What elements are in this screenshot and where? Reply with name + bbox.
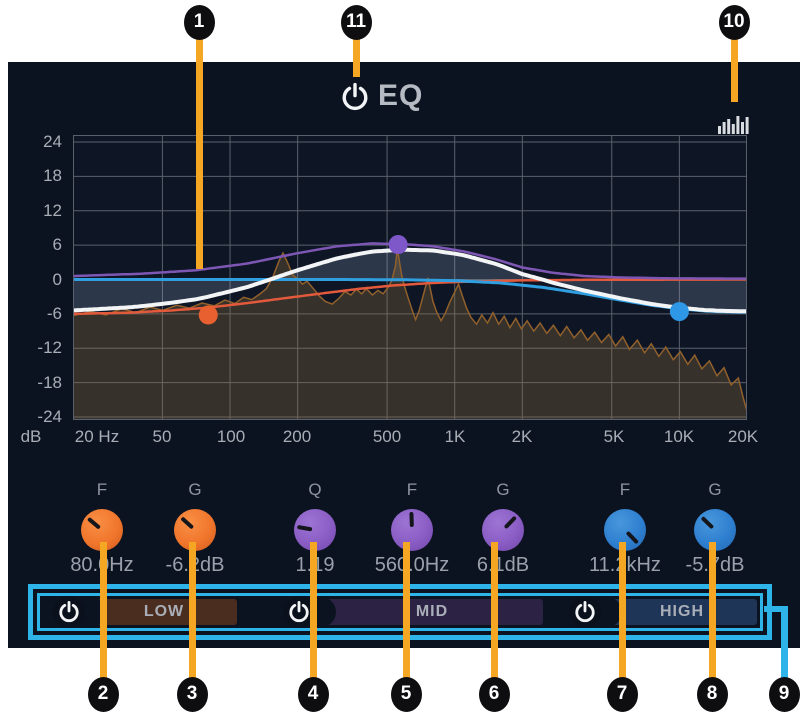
knob-pointer	[625, 530, 639, 545]
x-tick-label: 200	[282, 427, 312, 446]
power-icon	[342, 82, 368, 110]
y-tick-label: -24	[37, 407, 62, 427]
page-title: EQ	[378, 79, 424, 112]
low-shelf-band-curve	[72, 278, 747, 316]
low-band-handle[interactable]	[198, 305, 218, 325]
callout-2: 2	[87, 676, 119, 712]
callout-9: 9	[768, 676, 800, 712]
spectrum-curve	[72, 248, 748, 412]
y-tick-label: 24	[43, 131, 62, 151]
knob-label-mid-g: G	[496, 480, 510, 499]
callout-line	[309, 542, 317, 678]
callout-line	[188, 542, 196, 678]
power-icon	[59, 601, 79, 623]
y-tick-label: -12	[37, 338, 62, 358]
knob-label-high-f: F	[619, 480, 631, 499]
callout-10: 10	[718, 4, 750, 40]
knob-label-low-f: F	[96, 480, 108, 499]
high-band-select-button[interactable]: HIGH	[607, 599, 757, 625]
y-tick-label: -18	[37, 372, 62, 392]
power-icon	[575, 601, 595, 623]
spectrum-fill	[73, 248, 747, 420]
mid-band-g-knob[interactable]	[482, 509, 524, 551]
callout-1: 1	[183, 4, 215, 40]
callout-4: 4	[297, 676, 329, 712]
x-tick-label: 500	[372, 427, 402, 446]
knob-value-mid-f: 560.0Hz	[374, 554, 450, 576]
mid-band-handle[interactable]	[388, 235, 408, 255]
callout-6: 6	[478, 676, 510, 712]
knob-label-low-g: G	[188, 480, 202, 499]
knob-value-mid-g: 6.1dB	[476, 554, 530, 576]
band-buttons: LOW MID HIGH	[43, 596, 757, 628]
knob-label-mid-f: F	[406, 480, 418, 499]
eq-sum-curve	[71, 247, 749, 314]
low-band-power-button[interactable]	[47, 596, 91, 628]
knob-label-mid-q: Q	[308, 480, 322, 499]
callout-8: 8	[696, 676, 728, 712]
callout-line	[195, 39, 203, 269]
y-tick-label: 12	[43, 200, 62, 220]
mid-band-f-knob[interactable]	[391, 509, 433, 551]
band-name-label: LOW	[143, 603, 185, 620]
callout-7: 7	[606, 676, 638, 712]
high-band-power-button[interactable]	[563, 596, 607, 628]
band-row-highlight-border: LOW MID HIGH	[37, 593, 763, 631]
knob-pointer	[409, 511, 414, 528]
high-band-handle[interactable]	[669, 302, 689, 322]
db-axis-label: dB	[20, 427, 42, 446]
callout-line	[708, 542, 716, 678]
x-tick-label: 2K	[511, 427, 533, 446]
x-tick-label: 20K	[727, 427, 759, 446]
callout-3: 3	[176, 676, 208, 712]
x-tick-label: 50	[152, 427, 172, 446]
analyzer-bars-icon	[718, 116, 749, 134]
x-tick-label: 1K	[444, 427, 466, 446]
callout-line	[618, 542, 626, 678]
spectrum-analyzer-icon[interactable]	[714, 110, 754, 136]
x-tick-label: 100	[216, 427, 246, 446]
band-selector-row: LOW MID HIGH	[28, 584, 772, 640]
y-tick-label: -6	[46, 303, 62, 323]
callout-line	[402, 542, 410, 678]
callout-11: 11	[340, 4, 372, 40]
band-name-label: MID	[415, 603, 449, 620]
knob-pointer	[296, 524, 313, 532]
callout-line	[780, 606, 788, 678]
callout-line	[352, 39, 360, 77]
power-icon	[289, 601, 309, 623]
knob-pointer	[86, 516, 101, 530]
x-tick-label: 5K	[603, 427, 625, 446]
knob-pointer	[700, 516, 715, 530]
knob-label-high-g: G	[708, 480, 722, 499]
callout-line	[99, 542, 107, 678]
y-tick-label: 18	[43, 166, 62, 186]
y-tick-label: 6	[52, 235, 62, 255]
callout-line	[730, 39, 738, 102]
x-tick-label: 10K	[663, 427, 695, 446]
eq-power-button[interactable]	[338, 80, 372, 114]
low-band-select-button[interactable]: LOW	[91, 599, 237, 625]
y-tick-label: 0	[52, 269, 62, 289]
mid-bell-band-curve	[72, 242, 747, 280]
mid-band-select-button[interactable]: MID	[321, 599, 543, 625]
callout-5: 5	[390, 676, 422, 712]
eq-graph[interactable]	[71, 135, 749, 420]
band-name-label: HIGH	[660, 603, 704, 620]
callout-9-connector	[764, 606, 787, 612]
knob-pointer	[180, 516, 195, 530]
callout-line	[490, 542, 498, 678]
knob-pointer	[503, 515, 517, 530]
x-tick-label: 20 Hz	[74, 427, 120, 446]
